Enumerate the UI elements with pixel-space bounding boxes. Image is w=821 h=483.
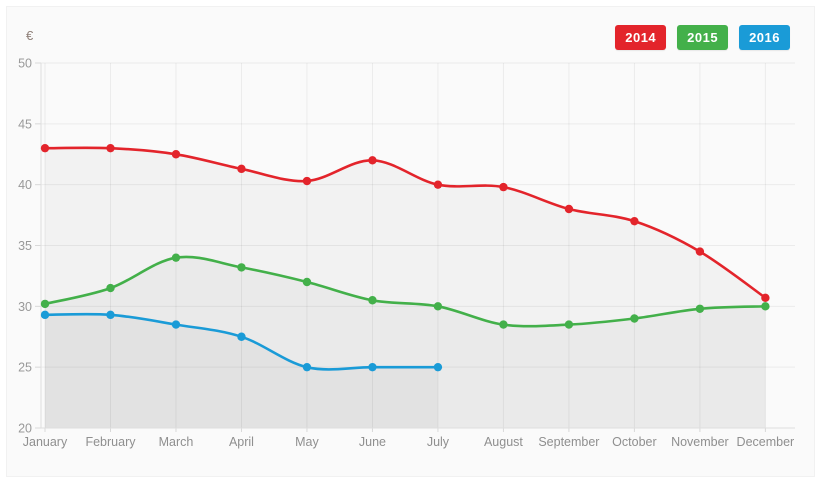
series-2015-point-february[interactable] bbox=[106, 283, 115, 293]
series-2015-line bbox=[43, 255, 767, 328]
series-2015-point-march[interactable] bbox=[171, 253, 181, 262]
series-2014-point-january[interactable] bbox=[40, 143, 50, 153]
y-axis-title: € bbox=[26, 28, 34, 43]
x-axis-label: December bbox=[737, 435, 795, 449]
x-axis-label: September bbox=[538, 435, 599, 449]
series-2014-point-november[interactable] bbox=[695, 247, 705, 256]
series-2016-point-march[interactable] bbox=[171, 320, 181, 329]
series-2016-point-february[interactable] bbox=[106, 310, 115, 320]
series-2015-point-july[interactable] bbox=[433, 302, 443, 311]
series-2014-point-april[interactable] bbox=[237, 164, 246, 174]
series-2016-point-january[interactable] bbox=[40, 310, 50, 320]
series-2014-point-june[interactable] bbox=[368, 156, 377, 165]
legend-item-2014[interactable]: 2014 bbox=[615, 25, 667, 50]
y-tick-label: 50 bbox=[18, 57, 32, 71]
series-2016-point-may[interactable] bbox=[302, 362, 312, 372]
x-axis-label: January bbox=[23, 435, 68, 449]
x-axis-label: April bbox=[229, 435, 254, 449]
series-2014-point-july[interactable] bbox=[433, 180, 443, 189]
series-2015-point-september[interactable] bbox=[564, 320, 574, 329]
series-2015-point-january[interactable] bbox=[40, 299, 50, 309]
series-2015-point-april[interactable] bbox=[237, 263, 246, 272]
x-axis-label: August bbox=[484, 435, 523, 449]
series-2014-point-september[interactable] bbox=[564, 204, 574, 214]
x-axis-label: October bbox=[612, 435, 656, 449]
series-2014-point-may[interactable] bbox=[302, 176, 312, 186]
x-axis-label: May bbox=[295, 435, 319, 449]
y-tick-label: 35 bbox=[18, 239, 32, 253]
y-tick-label: 30 bbox=[18, 300, 32, 314]
x-axis-label: July bbox=[427, 435, 450, 449]
series-2015-point-june[interactable] bbox=[368, 296, 377, 305]
series-2014-point-december[interactable] bbox=[761, 293, 770, 303]
series-2016-point-july[interactable] bbox=[433, 362, 443, 372]
y-tick-label: 40 bbox=[18, 178, 32, 192]
y-tick-label: 25 bbox=[18, 361, 32, 375]
x-axis-label: November bbox=[671, 435, 729, 449]
series-2014-point-august[interactable] bbox=[499, 182, 508, 192]
series-2014-line bbox=[43, 146, 767, 300]
series-2015-point-december[interactable] bbox=[761, 302, 770, 311]
legend-item-2016[interactable]: 2016 bbox=[739, 25, 790, 50]
x-axis-label: March bbox=[159, 435, 194, 449]
series-2016-point-june[interactable] bbox=[368, 362, 377, 372]
series-2014-point-october[interactable] bbox=[630, 216, 639, 226]
legend: 2014 2015 2016 bbox=[615, 25, 790, 50]
x-axis-label: February bbox=[85, 435, 136, 449]
legend-item-2015[interactable]: 2015 bbox=[677, 25, 729, 50]
series-2015-point-may[interactable] bbox=[302, 277, 312, 287]
y-tick-label: 20 bbox=[18, 422, 32, 436]
series-2016-point-april[interactable] bbox=[237, 332, 246, 341]
series-2015-point-november[interactable] bbox=[695, 304, 705, 313]
x-axis-label: June bbox=[359, 435, 386, 449]
series-2014-point-march[interactable] bbox=[171, 150, 181, 159]
series-2015-point-august[interactable] bbox=[499, 320, 508, 329]
y-tick-label: 45 bbox=[18, 117, 32, 131]
series-2014-point-february[interactable] bbox=[106, 143, 115, 153]
series-2015-point-october[interactable] bbox=[630, 314, 639, 323]
